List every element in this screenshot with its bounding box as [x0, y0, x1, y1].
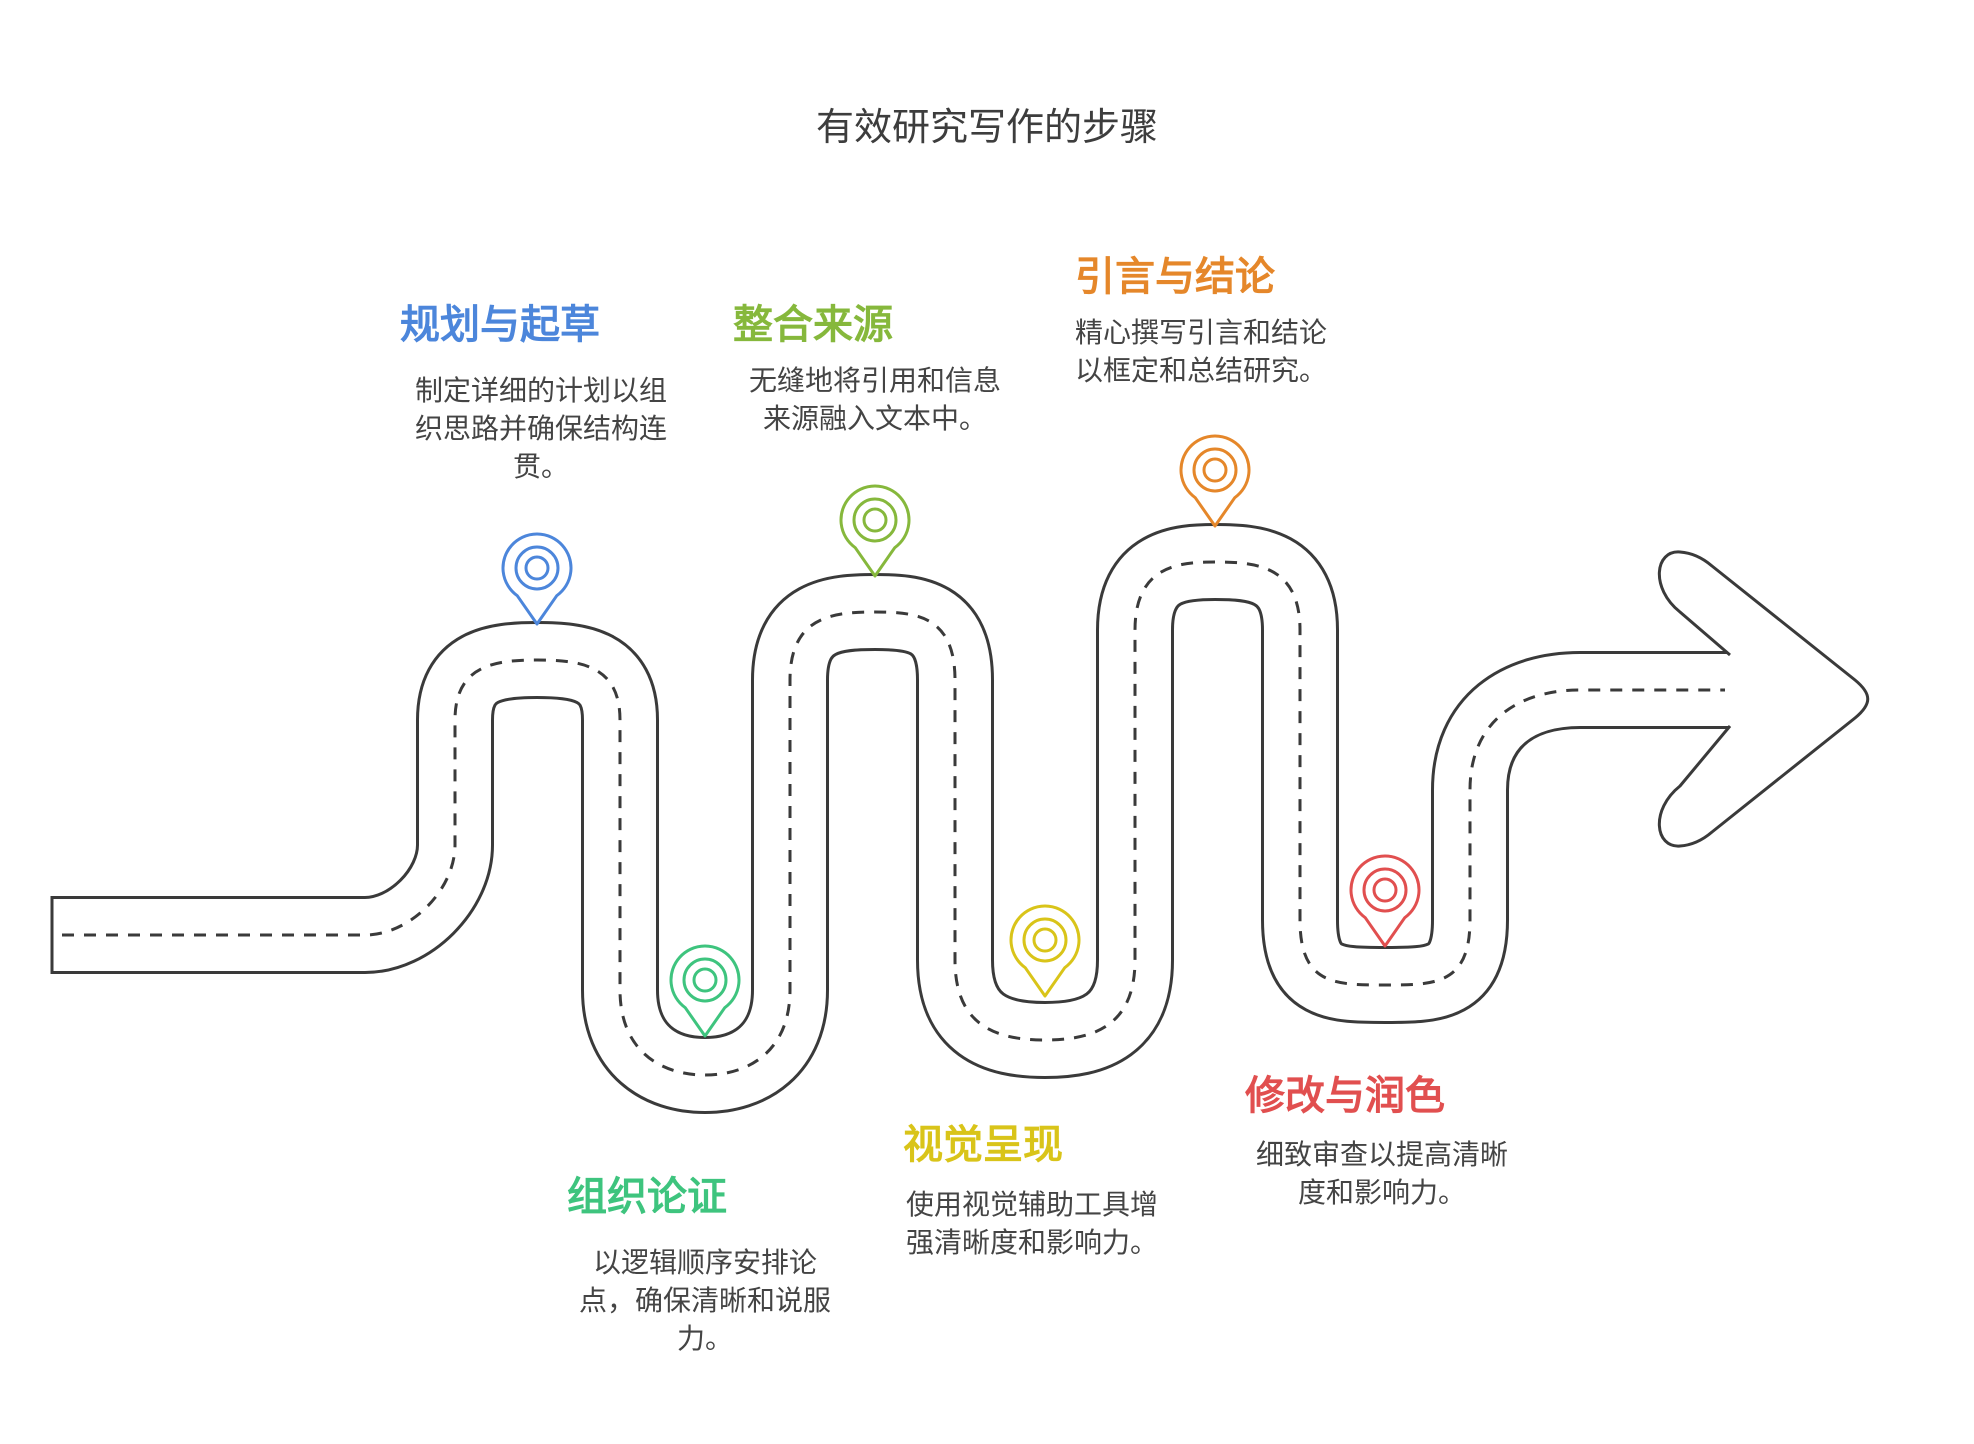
step-title-intro: 引言与结论 [1075, 254, 1275, 300]
road-outline [52, 523, 1735, 1114]
step-desc-plan: 制定详细的计划以组 织思路并确保结构连 贯。 [414, 374, 667, 483]
arrow-head [1657, 550, 1870, 848]
road-center-dashes [62, 560, 1725, 1077]
step-title-revise: 修改与润色 [1245, 1073, 1445, 1119]
step-desc-visual: 使用视觉辅助工具增 强清晰度和影响力。 [906, 1188, 1159, 1259]
step-title-plan: 规划与起草 [400, 302, 600, 348]
diagram-title: 有效研究写作的步骤 [815, 105, 1158, 149]
step-desc-revise: 细致审查以提高清晰 度和影响力。 [1255, 1138, 1508, 1209]
step-desc-integrate: 无缝地将引用和信息 来源融入文本中。 [748, 364, 1001, 435]
step-desc-organize: 以逻辑顺序安排论 点，确保清晰和说服 力。 [578, 1246, 831, 1355]
location-pin-icon [1009, 904, 1081, 998]
step-desc-intro: 精心撰写引言和结论 以框定和总结研究。 [1075, 316, 1328, 387]
step-title-integrate: 整合来源 [733, 302, 893, 348]
location-pin-icon [1349, 854, 1421, 948]
location-pin-icon [1179, 434, 1251, 528]
step-title-visual: 视觉呈现 [903, 1122, 1063, 1168]
location-pin-icon [669, 944, 741, 1038]
step-title-organize: 组织论证 [567, 1174, 727, 1220]
location-pin-icon [839, 484, 911, 578]
location-pin-icon [501, 532, 573, 626]
